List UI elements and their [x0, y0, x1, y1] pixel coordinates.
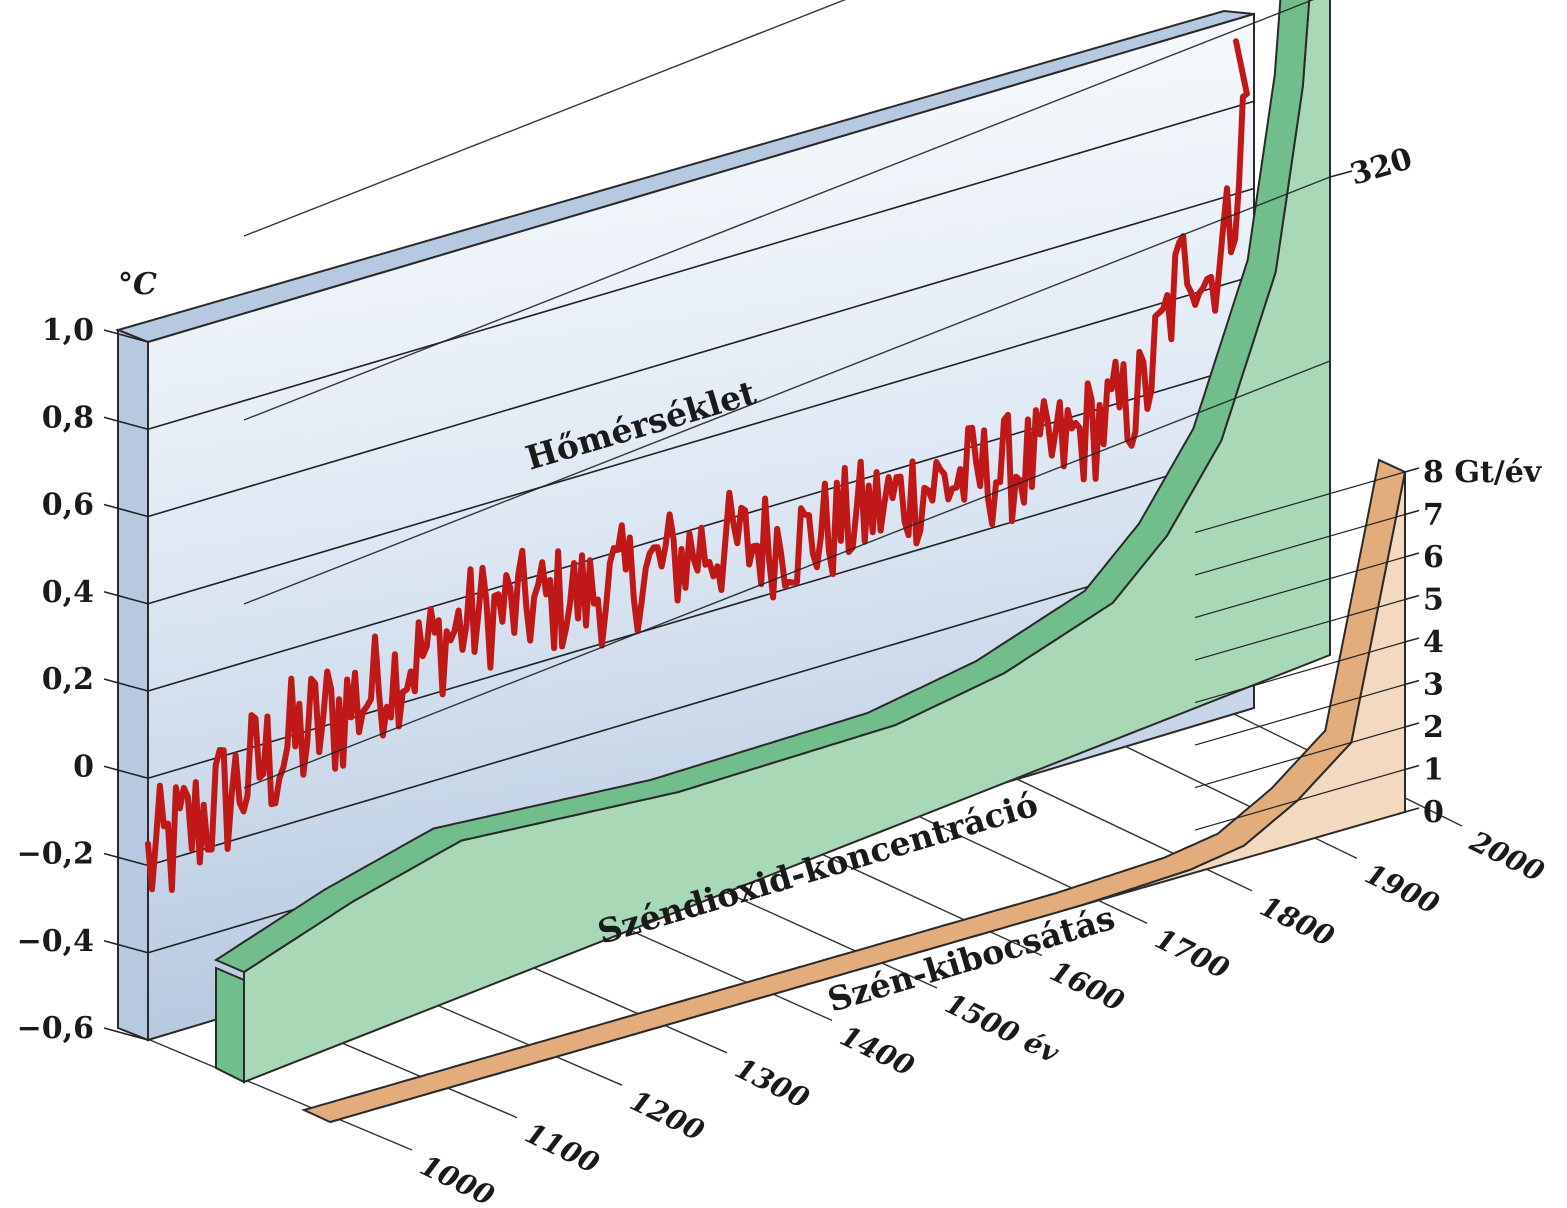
carbon-tick-label: 4: [1423, 625, 1444, 660]
year-tick-label: 1900: [1360, 857, 1445, 921]
carbon-tick-mark: [1404, 509, 1420, 516]
carbon-gridline: [1194, 513, 1406, 576]
temperature-tick-label: −0,2: [17, 837, 94, 872]
floor-gridline: [797, 842, 1043, 957]
temperature-tick-mark: [103, 765, 149, 780]
floor-gridline: [689, 875, 938, 989]
floor-gridline: [1013, 776, 1253, 892]
carbon-tick-mark: [1404, 467, 1420, 473]
temperature-tick-mark: [103, 852, 149, 867]
year-tick-label: 1700: [1150, 922, 1235, 986]
year-tick-label: 1600: [1045, 954, 1130, 1018]
carbon-tick-label: 1: [1423, 753, 1444, 788]
temperature-tick-mark: [103, 503, 149, 518]
temperature-gridline: [147, 100, 1255, 431]
co2-panel-side: [215, 966, 245, 1084]
carbon-gridline: [1194, 641, 1406, 704]
temperature-tick-label: 1,0: [42, 313, 94, 348]
year-tick-label: 1400: [835, 1019, 920, 1083]
carbon-tick-mark: [1404, 679, 1420, 686]
floor-gridline: [905, 809, 1148, 924]
temperature-tick-label: 0,6: [42, 488, 94, 523]
carbon-tick-label: 0: [1423, 795, 1444, 830]
year-tick-label: 1200: [625, 1084, 710, 1148]
co2-gridline: [243, 176, 1331, 605]
carbon-tick-label: 6: [1423, 540, 1444, 575]
carbon-tick-mark: [1404, 552, 1420, 558]
year-tick-label: 1300: [730, 1051, 815, 1115]
carbon-gridline: [1194, 683, 1406, 746]
carbon-gridline: [1194, 598, 1406, 661]
temperature-tick-mark: [103, 329, 149, 343]
carbon-tick-label: 7: [1423, 498, 1444, 533]
temperature-tick-label: 0,8: [42, 400, 94, 435]
temperature-tick-label: −0,4: [17, 924, 94, 959]
carbon-tick-label: 5: [1423, 583, 1444, 618]
temperature-tick-mark: [103, 416, 149, 431]
carbon-tick-mark: [1404, 722, 1420, 728]
co2-tick-mark: [1329, 170, 1353, 178]
temperature-tick-mark: [103, 1027, 149, 1041]
carbon-gridline: [1194, 471, 1406, 534]
temperature-tick-label: 0,4: [42, 575, 94, 610]
year-tick-label: 1100: [520, 1116, 605, 1180]
co2-panel-top-ribbon: [213, 0, 1311, 974]
temperature-gridline: [147, 274, 1255, 605]
temperature-y-ticks: 1,0 0,8 0,6 0,4 0,2 0 −0,2 −0,4 −0,6: [17, 313, 149, 1046]
carbon-gridlines: [1194, 471, 1406, 831]
temperature-tick-mark: [103, 678, 149, 692]
temperature-unit-label: °C: [118, 267, 157, 302]
temperature-gridline: [147, 536, 1255, 867]
floor-gridline: [1121, 744, 1358, 860]
co2-tick-label: 320: [1346, 141, 1416, 192]
carbon-gridline: [1194, 768, 1406, 831]
carbon-tick-mark: [1404, 807, 1420, 813]
co2-ticks: 320340360 ppm: [1329, 0, 1416, 193]
temperature-tick-mark: [103, 590, 149, 605]
temperature-gridline: [147, 187, 1255, 518]
co2-gridline: [243, 360, 1331, 789]
carbon-tick-label: 3: [1423, 668, 1444, 703]
carbon-gridline: [1194, 556, 1406, 619]
year-tick-label: 1500 év: [940, 987, 1065, 1070]
carbon-ticks: 0 1 2 3 4 5 6 7 8 Gt/év: [1404, 455, 1543, 830]
carbon-tick-label: 2: [1423, 710, 1444, 745]
carbon-panel-top-ribbon: [301, 458, 1407, 1124]
temperature-series-line: [145, 38, 1250, 893]
carbon-tick-mark: [1404, 637, 1420, 643]
temperature-panel: 1,00,80,60,40,20−0,2−0,4−0,6 °C Hőmérsék…: [17, 9, 1255, 1046]
floor-gridline: [149, 1039, 413, 1151]
temperature-tick-mark: [103, 939, 149, 954]
co2-gridline: [243, 0, 1315, 421]
temperature-tick-label: 0,2: [42, 662, 94, 697]
co2-tick-label: 340: [1346, 0, 1416, 9]
co2-gridline: [243, 0, 847, 237]
carbon-tick-label: 8 Gt/év: [1423, 455, 1543, 490]
year-tick-label: 2000: [1464, 824, 1550, 888]
year-tick-label: 1800: [1255, 889, 1340, 953]
carbon-tick-mark: [1404, 764, 1420, 771]
temperature-panel-side: [117, 328, 149, 1042]
co2-gridlines: [243, 0, 1331, 789]
carbon-tick-mark: [1404, 594, 1420, 601]
carbon-gridline: [1194, 726, 1406, 789]
year-tick-label: 1000: [415, 1149, 500, 1208]
temperature-tick-label: −0,6: [17, 1011, 94, 1046]
temperature-tick-label: 0: [73, 749, 94, 784]
